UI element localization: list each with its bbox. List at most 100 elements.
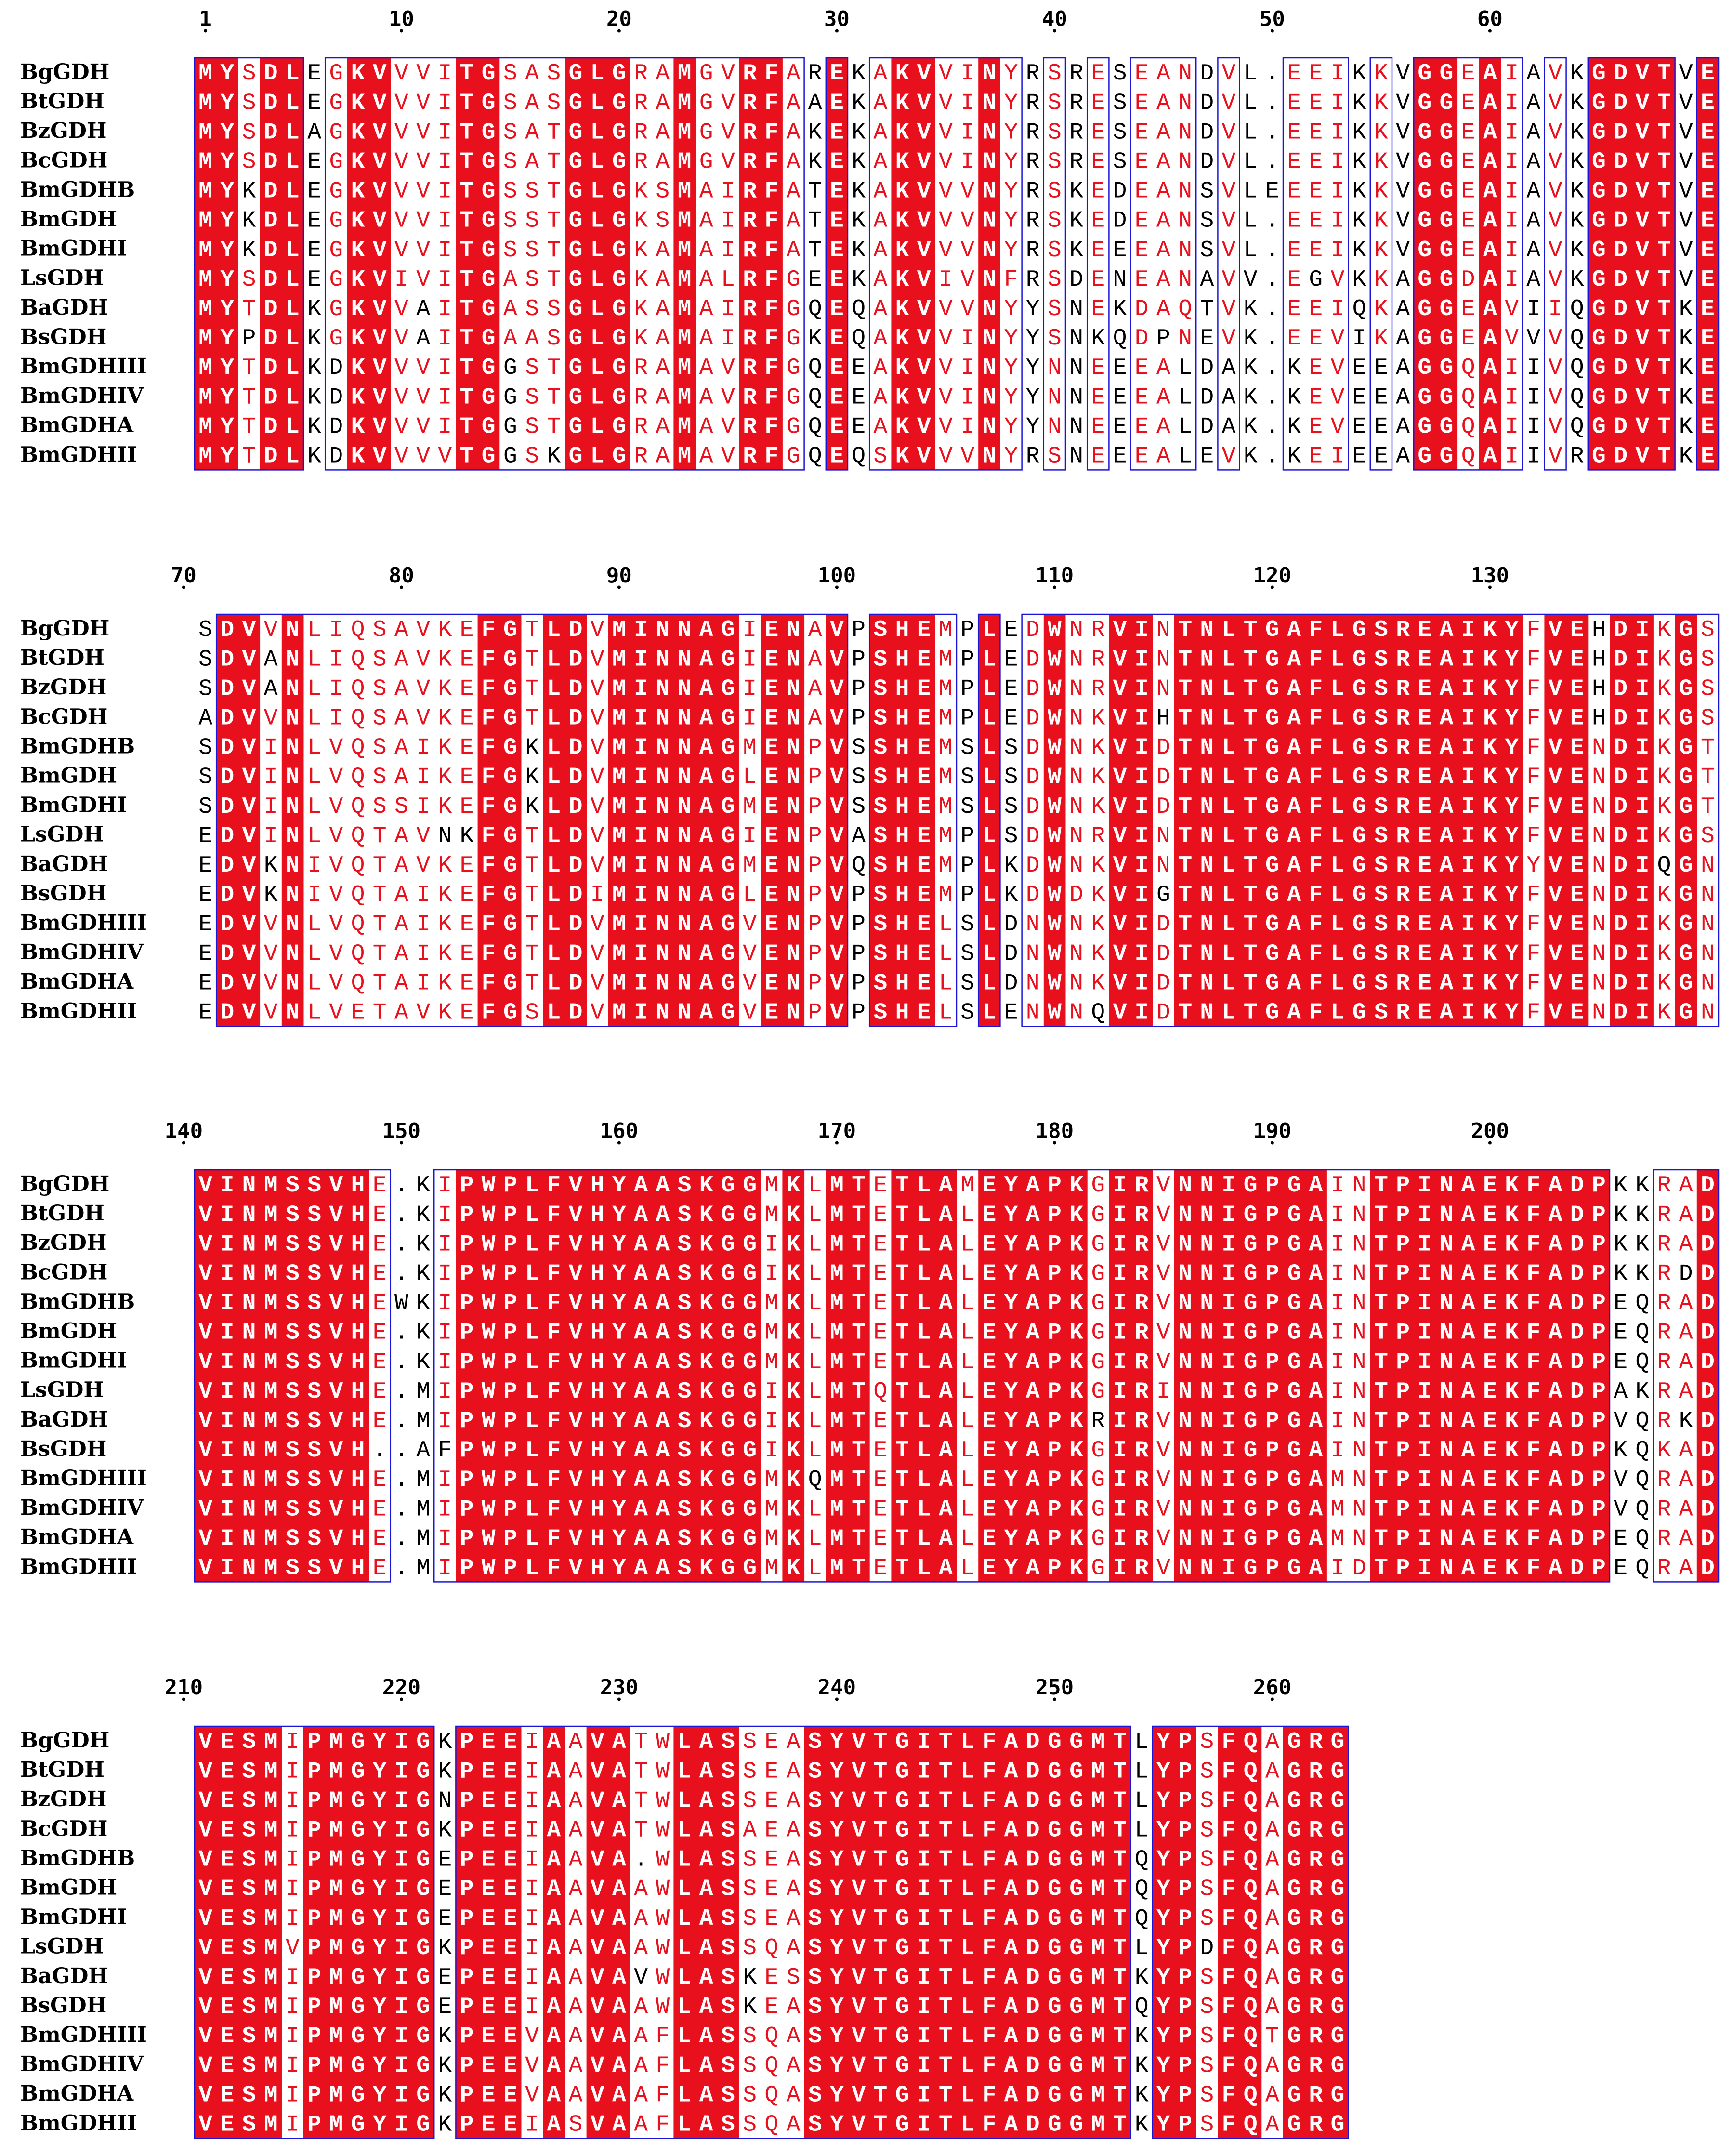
residue: E [220,1994,234,2020]
residue: K [547,444,561,470]
residue: V [852,2053,866,2079]
residue: D [1570,1202,1584,1228]
residue: . [1265,61,1279,87]
residue: M [264,1729,278,1755]
sequence-name: BgGDH [20,616,109,641]
residue: T [1374,1467,1388,1493]
residue: S [873,941,887,967]
residue: M [198,208,212,234]
residue: A [1004,2082,1018,2108]
residue: W [482,1231,496,1257]
residue: D [1614,735,1628,761]
residue: S [198,647,212,673]
residue: K [1679,1408,1693,1434]
residue: N [982,149,996,175]
residue: I [525,1906,539,1932]
residue: Y [1004,208,1018,234]
residue: Y [1156,1906,1170,1932]
residue: S [678,1173,692,1199]
residue: N [678,794,692,820]
residue: N [656,765,670,791]
residue: F [656,2024,670,2050]
residue: R [1026,238,1040,264]
identical-column-bg [1218,1170,1240,1582]
residue: E [373,1526,387,1552]
residue: V [917,444,931,470]
residue: A [656,149,670,175]
residue: A [1265,1965,1279,1991]
residue: D [1026,853,1040,879]
residue: E [1570,706,1584,732]
identical-column-bg [1696,58,1719,470]
residue: I [634,853,648,879]
residue: T [460,355,474,381]
residue: F [1222,1818,1236,1844]
residue: G [1091,1526,1105,1552]
residue: V [394,179,408,205]
residue: K [307,444,321,470]
residue: E [503,2112,517,2138]
residue: I [394,1847,408,1873]
residue: A [1549,1408,1562,1434]
residue: G [1048,1965,1062,1991]
residue: L [1222,647,1236,673]
residue: G [1265,706,1279,732]
residue: T [1244,765,1258,791]
residue: D [569,617,583,643]
residue: K [1657,676,1671,702]
residue: T [873,1729,887,1755]
residue: G [1069,2053,1083,2079]
residue: E [1309,238,1323,264]
residue: E [764,735,778,761]
residue: M [764,1173,778,1199]
identical-column-bg [869,614,892,1027]
residue: T [939,2053,953,2079]
residue: I [1418,1173,1431,1199]
residue: K [699,1320,713,1346]
residue: I [634,1000,648,1026]
residue: E [1091,119,1105,145]
residue: M [329,2112,343,2138]
residue: A [1156,119,1170,145]
residue: T [1113,1935,1127,1961]
residue: I [525,1965,539,1991]
residue: V [264,970,278,996]
sequence-name: BtGDH [20,1201,105,1226]
residue: L [547,941,561,967]
residue: A [699,2112,713,2138]
residue: E [917,970,931,996]
residue: K [1091,941,1105,967]
residue: E [1135,414,1149,440]
residue: E [830,355,844,381]
residue: E [764,970,778,996]
residue: I [220,1408,234,1434]
residue: F [764,414,778,440]
identical-column-bg [1283,1170,1305,1582]
residue: E [1483,1349,1497,1376]
residue: L [1178,384,1192,410]
residue: E [1091,61,1105,87]
residue: L [808,1556,822,1582]
residue: N [286,1000,300,1026]
identical-column-bg [1631,58,1654,470]
residue: K [525,794,539,820]
residue: E [1701,414,1715,440]
residue: D [1614,823,1628,849]
identical-column-bg [195,1726,217,2139]
residue: K [895,208,909,234]
residue: G [787,414,801,440]
residue: S [242,267,256,293]
residue: V [830,794,844,820]
residue: E [764,1729,778,1755]
residue: V [917,238,931,264]
residue: E [764,1994,778,2020]
residue: I [1156,1379,1170,1405]
residue: K [351,267,365,293]
residue: A [808,90,822,116]
residue: V [1222,208,1236,234]
identical-column-bg [826,1170,848,1582]
residue: P [1396,1526,1410,1552]
residue: L [917,1173,931,1199]
residue: S [198,735,212,761]
residue: N [678,617,692,643]
